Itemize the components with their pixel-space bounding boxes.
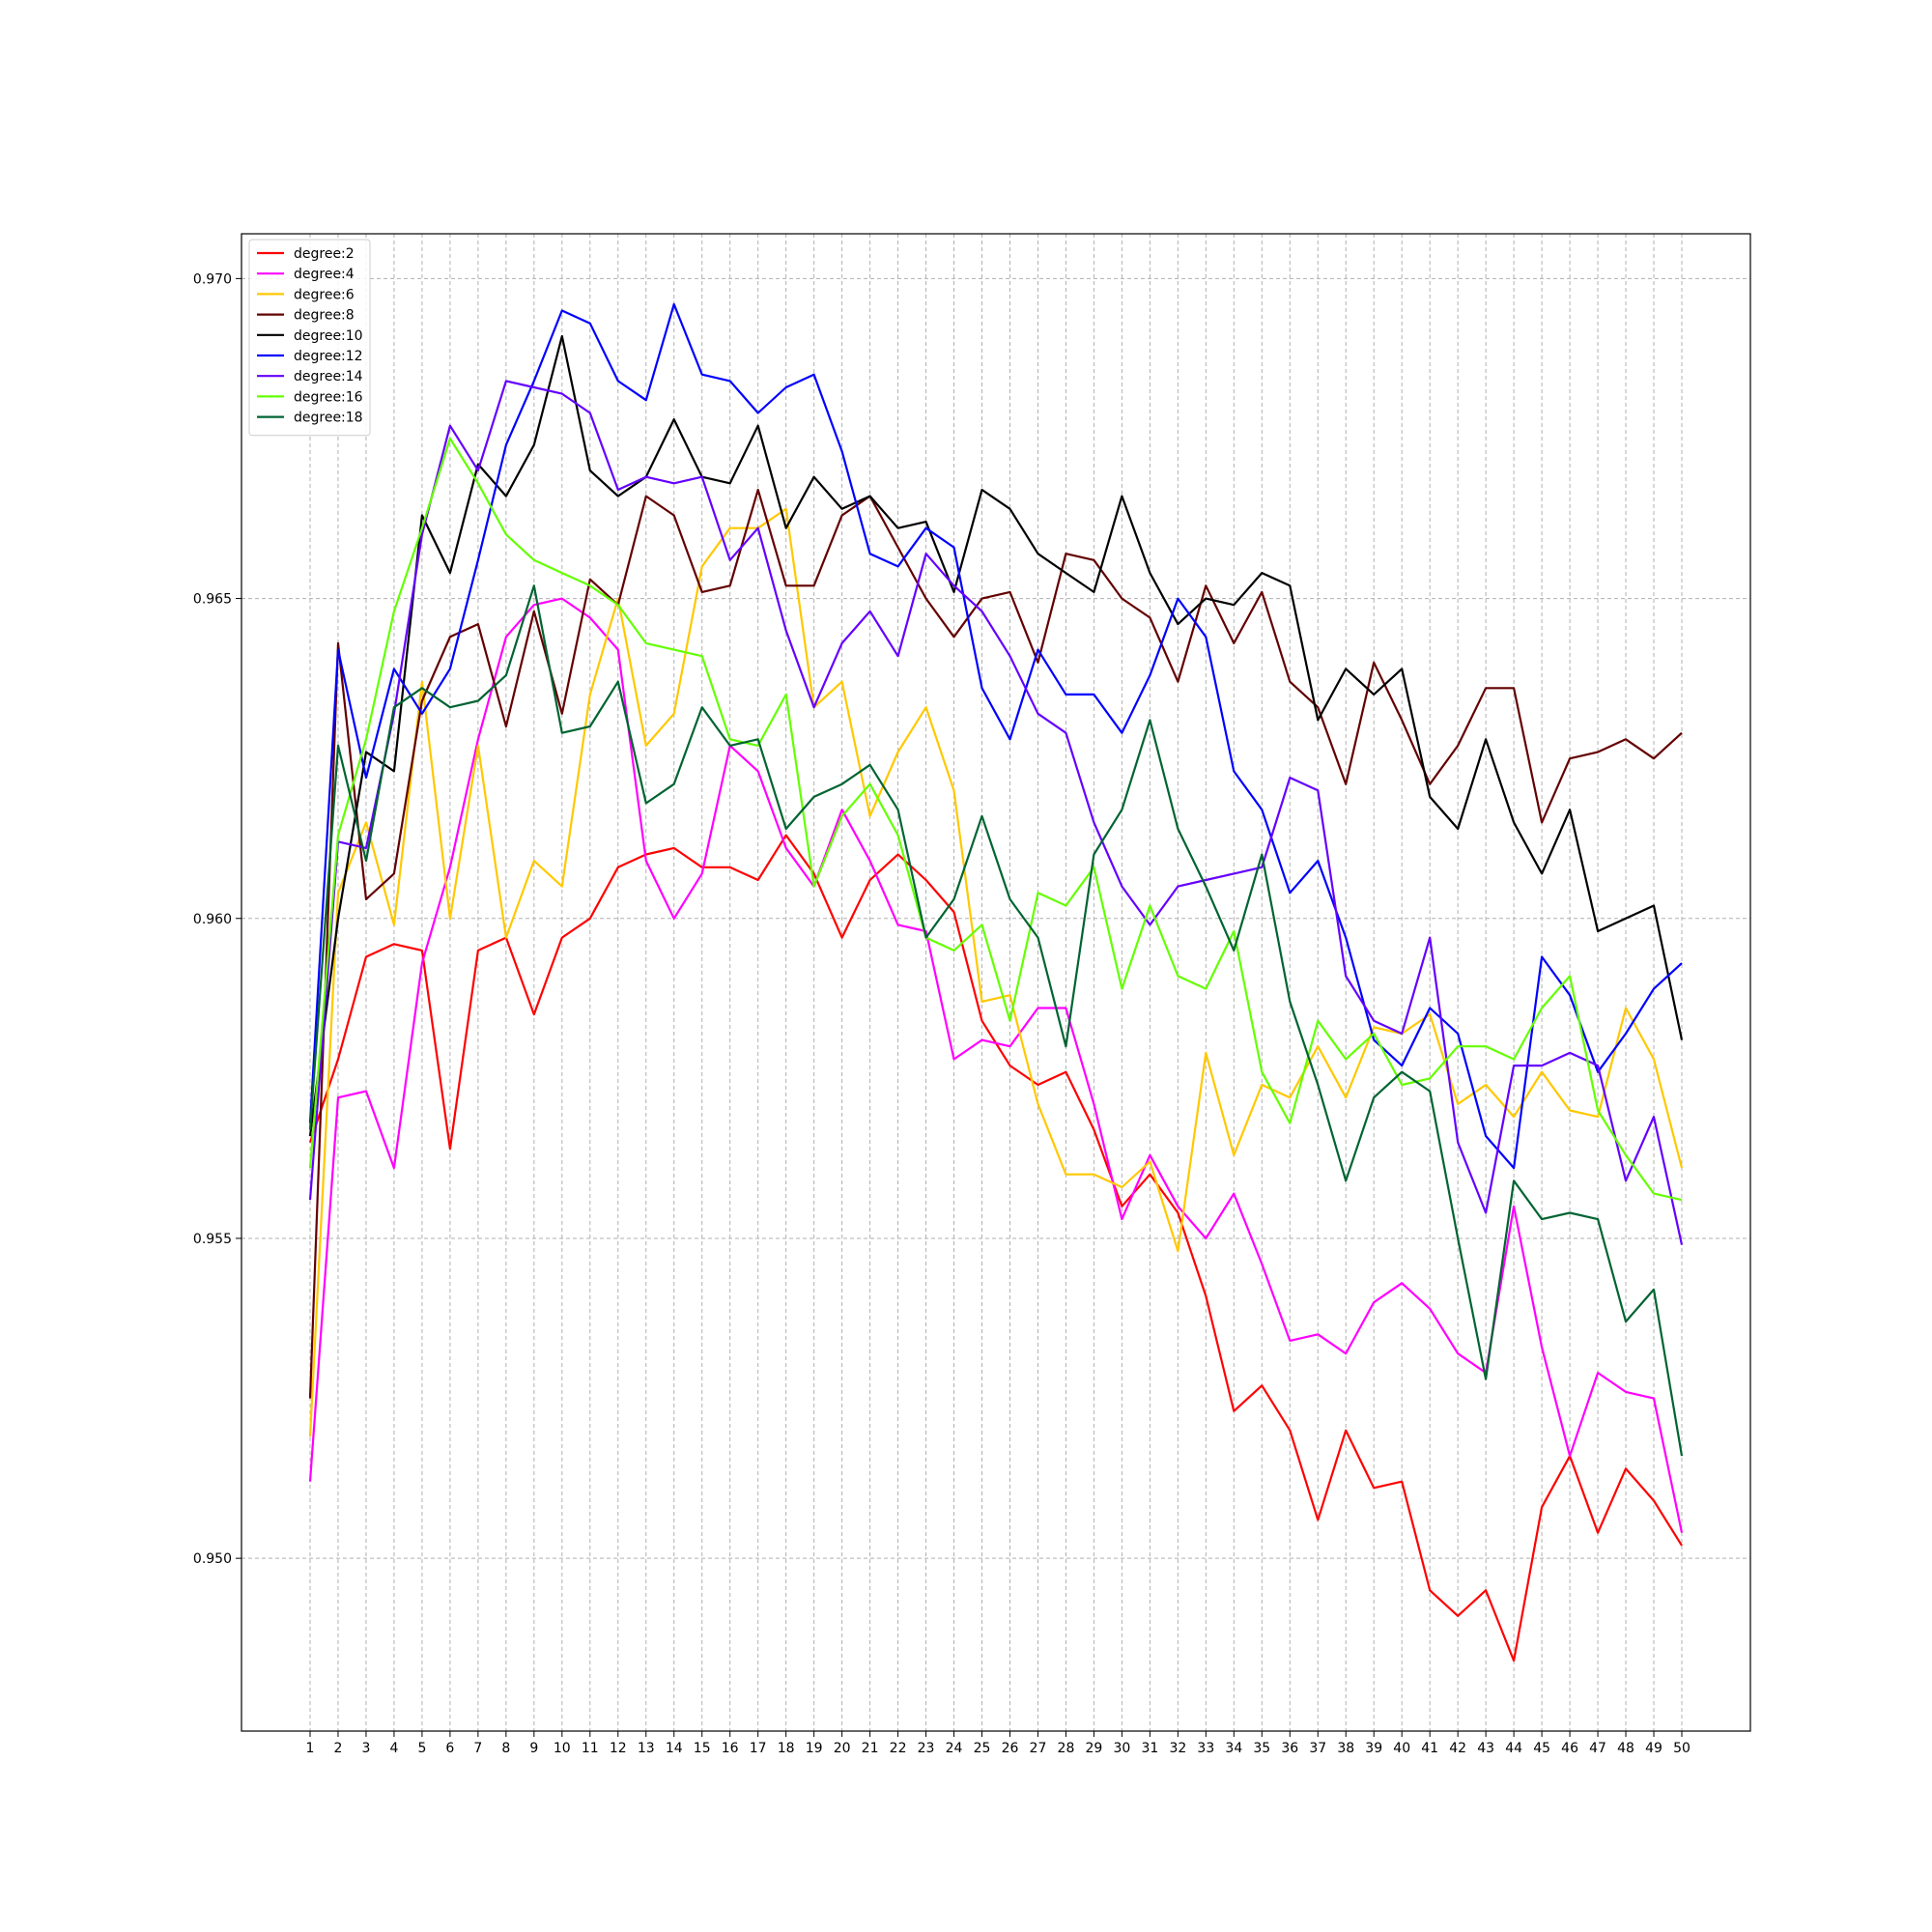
x-tick-label: 31 [1141, 1741, 1158, 1756]
legend-label: degree:10 [294, 328, 363, 344]
x-tick-label: 36 [1281, 1741, 1298, 1756]
x-axis-ticks: 1 2 3 4 5 6 7 8 9 10 11 12 13 14 15 16 17 18 19 20 21 22 23 24 2… [306, 1731, 1690, 1756]
x-tick-label: 33 [1197, 1741, 1214, 1756]
x-tick-label: 35 [1253, 1741, 1270, 1756]
x-tick-label: 27 [1030, 1741, 1047, 1756]
x-tick-label: 13 [638, 1741, 655, 1756]
plot-frame [241, 233, 1751, 1732]
x-tick-label: 47 [1589, 1741, 1606, 1756]
y-tick-label: 0.965 [193, 592, 232, 608]
x-tick-label: 22 [890, 1741, 907, 1756]
x-tick-label: 32 [1169, 1741, 1186, 1756]
grid [242, 234, 1750, 1731]
x-tick-label: 30 [1113, 1741, 1130, 1756]
x-tick-label: 25 [974, 1741, 991, 1756]
x-tick-label: 7 [473, 1741, 482, 1756]
x-tick-label: 49 [1645, 1741, 1662, 1756]
x-tick-label: 9 [529, 1741, 538, 1756]
x-tick-label: 29 [1086, 1741, 1103, 1756]
series-line-4 [308, 334, 1684, 1137]
x-tick-label: 20 [834, 1741, 851, 1756]
legend-label: degree:8 [294, 308, 355, 324]
x-tick-label: 17 [750, 1741, 767, 1756]
series-line-1 [308, 597, 1684, 1533]
x-tick-label: 2 [334, 1741, 343, 1756]
x-tick-label: 21 [862, 1741, 879, 1756]
series-line-5 [308, 302, 1683, 1170]
x-tick-label: 39 [1365, 1741, 1382, 1756]
series-line-7 [308, 437, 1683, 1202]
x-tick-label: 6 [445, 1741, 454, 1756]
x-tick-label: 8 [501, 1741, 510, 1756]
x-tick-label: 3 [361, 1741, 370, 1756]
x-tick-label: 28 [1058, 1741, 1075, 1756]
y-axis-ticks: 0.950 0.955 0.960 0.965 0.970 [193, 271, 242, 1567]
x-tick-label: 5 [417, 1741, 426, 1756]
legend-label: degree:6 [294, 287, 355, 302]
x-tick-label: 42 [1449, 1741, 1466, 1756]
x-tick-label: 46 [1561, 1741, 1578, 1756]
x-tick-label: 41 [1421, 1741, 1438, 1756]
x-tick-label: 44 [1505, 1741, 1522, 1756]
series-line-8 [308, 584, 1684, 1457]
legend-label: degree:4 [294, 267, 355, 282]
x-tick-label: 43 [1477, 1741, 1494, 1756]
x-tick-label: 16 [722, 1741, 739, 1756]
series-lines [308, 302, 1684, 1662]
y-tick-label: 0.955 [193, 1232, 232, 1247]
x-tick-label: 40 [1393, 1741, 1410, 1756]
x-tick-label: 48 [1617, 1741, 1634, 1756]
legend-label: degree:16 [294, 389, 363, 405]
legend-label: degree:12 [294, 349, 363, 364]
x-tick-label: 11 [582, 1741, 599, 1756]
x-tick-label: 38 [1337, 1741, 1354, 1756]
x-tick-label: 26 [1002, 1741, 1019, 1756]
x-tick-label: 23 [918, 1741, 935, 1756]
series-line-3 [308, 488, 1683, 1399]
legend-label: degree:14 [294, 369, 363, 384]
x-tick-label: 19 [806, 1741, 823, 1756]
y-tick-label: 0.960 [193, 912, 232, 927]
x-tick-label: 4 [389, 1741, 398, 1756]
x-tick-label: 15 [694, 1741, 711, 1756]
x-tick-label: 14 [666, 1741, 683, 1756]
x-tick-label: 34 [1225, 1741, 1242, 1756]
x-tick-label: 45 [1533, 1741, 1550, 1756]
x-tick-label: 50 [1673, 1741, 1690, 1756]
x-tick-label: 1 [306, 1741, 315, 1756]
series-line-6 [308, 380, 1684, 1245]
y-tick-label: 0.950 [193, 1551, 232, 1567]
x-tick-label: 37 [1309, 1741, 1326, 1756]
x-tick-label: 12 [610, 1741, 627, 1756]
legend: degree:2 degree:4 degree:6 degree:8 degree:1… [248, 239, 371, 437]
legend-label: degree:2 [294, 246, 355, 262]
x-tick-label: 18 [778, 1741, 795, 1756]
x-tick-label: 24 [946, 1741, 963, 1756]
series-line-2 [308, 507, 1684, 1437]
x-tick-label: 10 [554, 1741, 571, 1756]
legend-box [248, 239, 371, 437]
y-tick-label: 0.970 [193, 271, 232, 287]
legend-label: degree:18 [294, 411, 363, 426]
